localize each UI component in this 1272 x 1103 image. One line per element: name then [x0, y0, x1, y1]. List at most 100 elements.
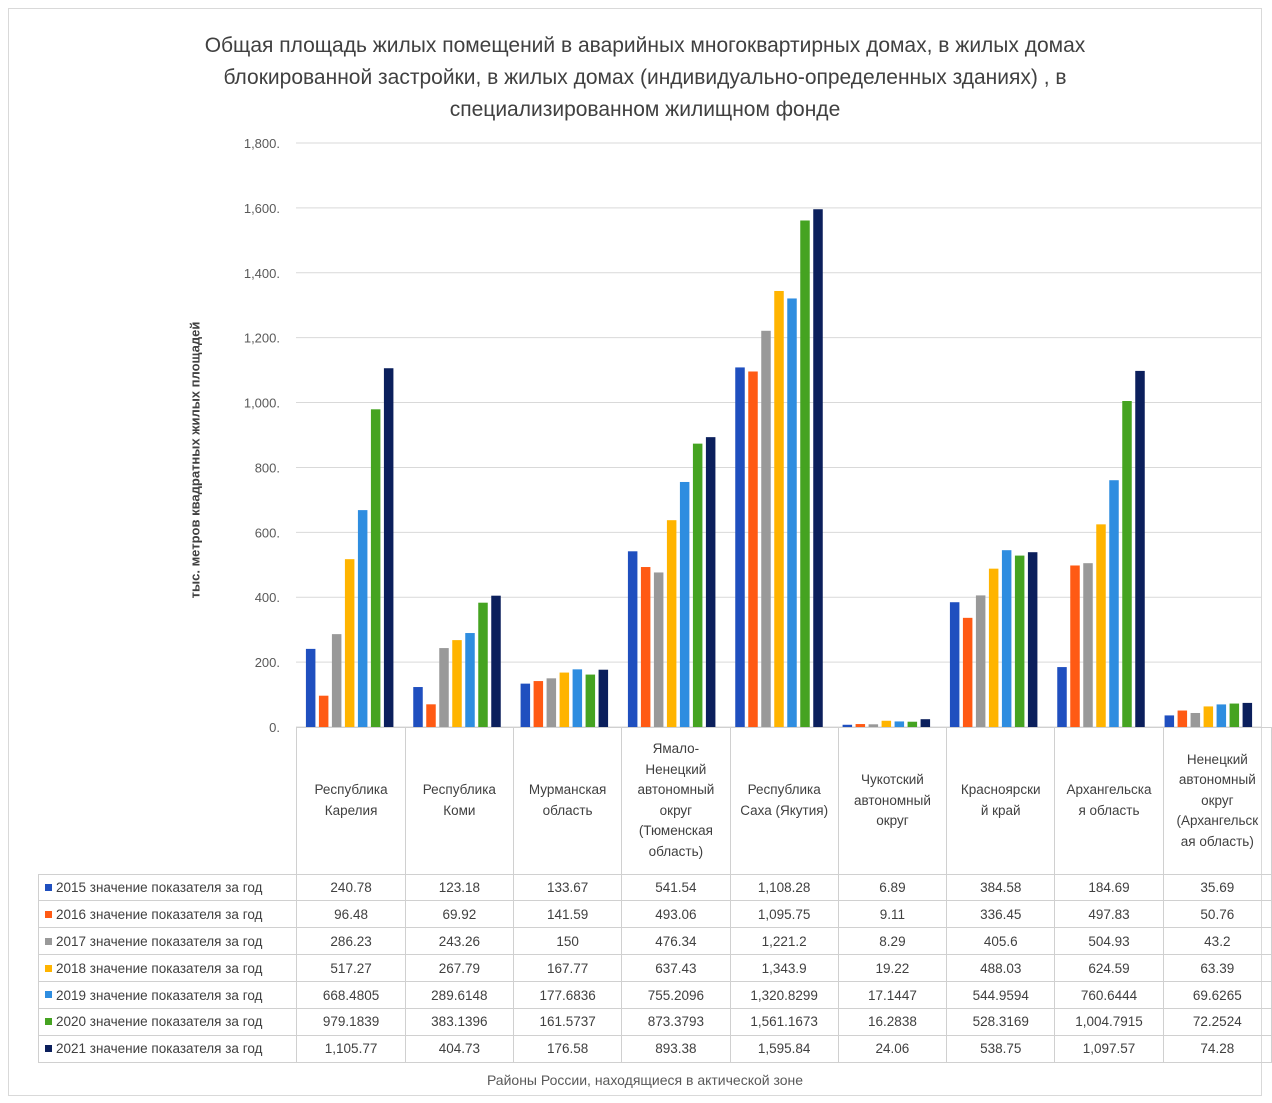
- category-label-line: Ненецкий: [1186, 751, 1248, 767]
- data-label: 1,561.1673: [729, 1007, 839, 1036]
- data-label: 1,095.75: [729, 900, 839, 929]
- legend-entry: 2017 значение показателя за год: [37, 927, 298, 956]
- data-label: 1,004.7915: [1054, 1007, 1164, 1036]
- bar: [1027, 552, 1038, 727]
- data-label: 541.54: [621, 873, 731, 902]
- category-label-line: округ: [1201, 792, 1234, 808]
- category-label-line: Красноярски: [960, 782, 1041, 798]
- category-label: Ямало- Ненецкий автономный округ (Тюменская о…: [621, 727, 731, 875]
- category-label: Ненецкий автономный округ (Архангельск ая об…: [1162, 727, 1272, 875]
- category-label: Мурманская область: [512, 727, 623, 875]
- data-label: 167.77: [512, 954, 623, 983]
- data-label: 17.1447: [837, 981, 948, 1009]
- bar: [344, 559, 355, 727]
- data-label: 1,108.28: [729, 873, 839, 902]
- legend-label: 2021 значение показателя за год: [56, 1041, 263, 1057]
- data-label: 35.69: [1162, 873, 1272, 902]
- chart-title-line: Общая площадь жилых помещений в аварийны…: [204, 34, 1086, 57]
- bar: [735, 367, 745, 727]
- bar: [774, 290, 784, 727]
- chart-frame: [8, 8, 1262, 1096]
- chart-title: Общая площадь жилых помещений в аварийны…: [40, 30, 1250, 126]
- y-tick-label: 1,000.: [244, 396, 280, 411]
- bar: [907, 721, 918, 727]
- data-label: 161.5737: [512, 1007, 623, 1036]
- table-row: 2017 значение показателя за год 286.23 243…: [37, 927, 1272, 956]
- category-label: Республика Карелия: [296, 727, 406, 875]
- bar: [881, 720, 892, 727]
- data-label: 528.3169: [946, 1007, 1056, 1036]
- data-label: 1,595.84: [729, 1034, 839, 1063]
- legend-label: 2018 значение показателя за год: [56, 960, 263, 976]
- bar: [1109, 480, 1119, 727]
- table-row: 2015 значение показателя за год 240.78 123…: [37, 873, 1272, 902]
- data-label: 668.4805: [296, 981, 406, 1009]
- legend-entry: 2019 значение показателя за год: [37, 981, 298, 1009]
- bar: [452, 640, 462, 727]
- bar: [1242, 702, 1253, 727]
- bar: [855, 724, 866, 727]
- y-tick-label: 1,400.: [244, 266, 280, 281]
- chart-title-line: блокированной застройки, в жилых домах (…: [223, 66, 1067, 89]
- bar: [383, 368, 394, 727]
- data-label: 63.39: [1162, 954, 1272, 983]
- bar: [761, 330, 771, 727]
- category-label-line: автономный: [854, 792, 931, 808]
- bar: [842, 724, 853, 727]
- category-label-line: Чукотский: [861, 772, 924, 787]
- category-label: Чукотский автономный округ: [837, 727, 948, 875]
- table-row: 2019 значение показателя за год 668.4805 2…: [37, 981, 1272, 1009]
- category-label-line: округ: [659, 802, 693, 818]
- table-row: 2016 значение показателя за год 96.48 69.9…: [37, 900, 1272, 929]
- bar: [598, 669, 609, 727]
- data-label: 8.29: [837, 927, 948, 956]
- data-label: 72.2524: [1162, 1007, 1272, 1036]
- bar: [585, 674, 596, 727]
- data-label: 69.6265: [1162, 981, 1272, 1009]
- table-row: 2021 значение показателя за год 1,105.77 4…: [37, 1034, 1272, 1063]
- legend-entry: 2015 значение показателя за год: [37, 873, 298, 902]
- legend-key: [45, 937, 52, 945]
- data-label: 624.59: [1054, 954, 1164, 983]
- bar: [705, 437, 716, 727]
- data-label: 538.75: [946, 1034, 1056, 1063]
- bar: [357, 510, 368, 727]
- category-label-line: Саха (Якутия): [740, 802, 829, 818]
- bar: [949, 602, 960, 727]
- bar: [1001, 550, 1012, 727]
- bar: [1229, 703, 1240, 727]
- category-label-line: Республика: [747, 782, 821, 798]
- category-label-line: Мурманская: [528, 782, 607, 798]
- bar: [305, 648, 316, 727]
- data-label: 504.93: [1054, 927, 1164, 956]
- bar: [1057, 667, 1067, 727]
- data-table: Республика Карелия Республика Коми Мурманска…: [37, 727, 1272, 1063]
- category-label-line: область: [542, 802, 593, 818]
- data-label: 405.6: [946, 927, 1056, 956]
- data-label: 517.27: [296, 954, 406, 983]
- legend-label: 2017 значение показателя за год: [56, 933, 263, 949]
- legend-key: [45, 964, 52, 972]
- legend-key: [45, 1045, 52, 1053]
- bar: [962, 617, 973, 727]
- y-axis-title: тыс. метров квадратных жилых площадей: [187, 321, 203, 599]
- data-label: 1,105.77: [296, 1034, 406, 1063]
- data-label: 979.1839: [296, 1007, 406, 1036]
- data-label: 50.76: [1162, 900, 1272, 929]
- data-label: 893.38: [621, 1034, 731, 1063]
- bar: [1164, 715, 1175, 727]
- bar: [988, 568, 999, 727]
- data-label: 176.58: [512, 1034, 623, 1063]
- data-label: 24.06: [837, 1034, 948, 1063]
- data-label: 488.03: [946, 954, 1056, 983]
- bar: [692, 443, 703, 727]
- bar: [640, 567, 651, 727]
- bar: [1122, 401, 1132, 727]
- data-label: 544.9594: [946, 981, 1056, 1009]
- data-label: 760.6444: [1054, 981, 1164, 1009]
- bar: [666, 520, 677, 727]
- data-label: 267.79: [404, 954, 514, 983]
- bar: [491, 595, 501, 727]
- legend-entry: 2018 значение показателя за год: [37, 954, 298, 983]
